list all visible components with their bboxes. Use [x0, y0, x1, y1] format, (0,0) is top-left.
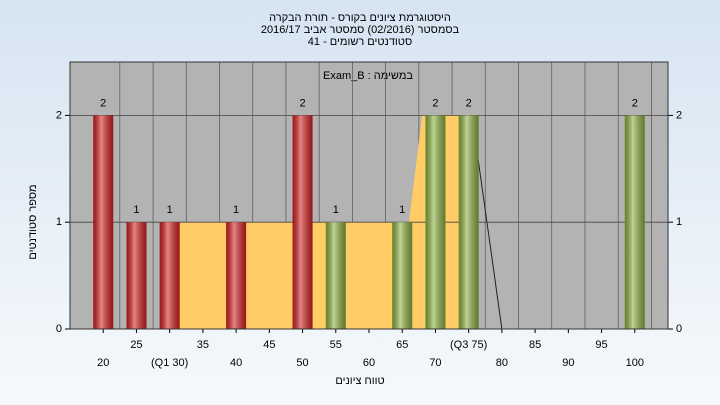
y2-tick-label: 2	[676, 109, 682, 121]
bar-shine	[292, 115, 313, 330]
x-tick-label: (Q1 30)	[151, 357, 188, 369]
bar-shine	[624, 115, 645, 330]
value-label: 1	[167, 204, 173, 216]
x-tick-label: 45	[263, 339, 275, 351]
value-label: 1	[399, 204, 405, 216]
x-tick-label: (Q3 75)	[450, 339, 487, 351]
chart-title: בסמסטר (02/2016) סמסטר אביב 2016/17	[261, 24, 460, 36]
x-tick-label: 100	[626, 357, 644, 369]
bar-shine	[425, 115, 446, 330]
y-tick-label: 1	[56, 216, 62, 228]
bar-shine	[159, 222, 180, 329]
chart-subtitle: Exam_B : במשימה	[323, 70, 413, 82]
x-tick-label: 95	[595, 339, 607, 351]
bar-shine	[126, 222, 147, 329]
bar-shine	[392, 222, 413, 329]
x-tick-label: 20	[97, 357, 109, 369]
x-tick-label: 65	[396, 339, 408, 351]
x-tick-label: 60	[363, 357, 375, 369]
x-tick-label: 90	[562, 357, 574, 369]
y-tick-label: 0	[56, 323, 62, 335]
plot-frame	[69, 61, 669, 330]
x-tick-label: 85	[529, 339, 541, 351]
value-label: 2	[299, 97, 305, 109]
bar-shine	[93, 115, 114, 330]
value-label: 2	[432, 97, 438, 109]
x-tick-label: 55	[330, 339, 342, 351]
bar-shine	[458, 115, 479, 330]
y2-tick-label: 0	[676, 323, 682, 335]
y2-tick-label: 1	[676, 216, 682, 228]
value-label: 1	[333, 204, 339, 216]
x-tick-label: 25	[130, 339, 142, 351]
bar-shine	[325, 222, 346, 329]
x-tick-label: 50	[296, 357, 308, 369]
bar-shine	[226, 222, 247, 329]
y-axis-label: מספר סטודנטים	[27, 184, 39, 259]
chart-title: סטודנטים רשומים - 41	[308, 36, 412, 48]
x-tick-label: 80	[496, 357, 508, 369]
value-label: 2	[632, 97, 638, 109]
value-label: 2	[466, 97, 472, 109]
y-tick-label: 2	[56, 109, 62, 121]
value-label: 1	[233, 204, 239, 216]
chart-title: היסטוגרמת ציונים בקורס - תורת הבקרה	[269, 12, 451, 24]
x-tick-label: 35	[197, 339, 209, 351]
x-tick-label: 70	[429, 357, 441, 369]
x-tick-label: 40	[230, 357, 242, 369]
x-axis-label: טווח ציונים	[335, 375, 384, 387]
value-label: 2	[100, 97, 106, 109]
value-label: 1	[133, 204, 139, 216]
